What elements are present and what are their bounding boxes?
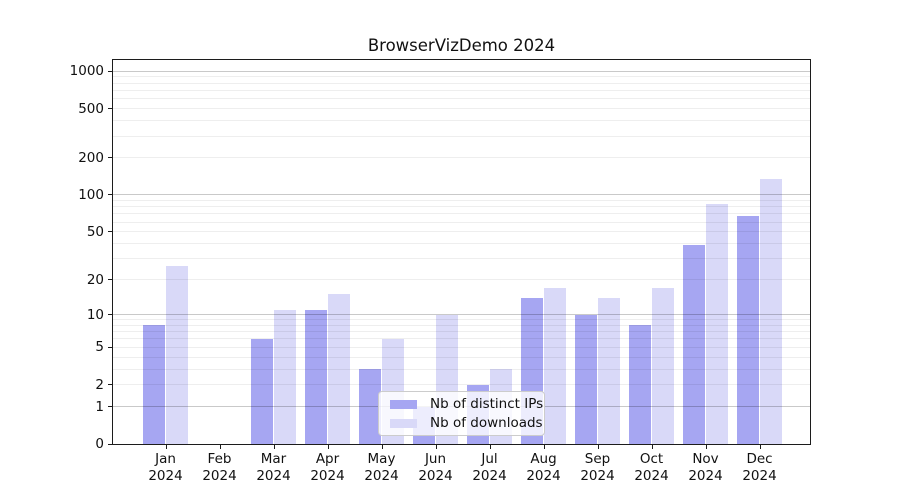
major-gridline-100 [113,194,810,196]
x-tick-mar [273,445,275,449]
x-tick-label-may: May 2024 [364,451,399,484]
x-tick-label-dec: Dec 2024 [742,451,777,484]
y-tick-0 [108,443,113,445]
legend-swatch-distinct-ips [390,399,417,409]
x-tick-label-mar: Mar 2024 [256,451,291,484]
y-tick-label-50: 50 [86,223,104,240]
y-tick-label-1: 1 [95,398,104,415]
bar-downloads-sep [598,297,620,444]
y-tick-200 [108,157,113,159]
y-tick-label-10: 10 [86,306,104,323]
bar-distinct-ips-jan [143,325,165,444]
minor-gridline-500 [113,108,810,109]
y-tick-20 [108,279,113,281]
bar-downloads-apr [328,294,350,444]
x-tick-label-sep: Sep 2024 [580,451,615,484]
plot-area [112,59,811,445]
minor-gridline-200 [113,157,810,159]
x-tick-label-nov: Nov 2024 [688,451,723,484]
x-tick-dec [759,445,761,449]
x-tick-jul [489,445,491,449]
x-tick-label-aug: Aug 2024 [526,451,561,484]
minor-gridline-700 [113,89,810,91]
y-tick-10 [108,314,113,316]
x-tick-label-jun: Jun 2024 [418,451,453,484]
y-tick-label-1000: 1000 [69,63,104,80]
legend-label-downloads: Nb of downloads [430,414,543,431]
x-tick-label-apr: Apr 2024 [310,451,345,484]
legend-item-downloads: Nb of downloads [390,414,544,431]
y-tick-label-200: 200 [78,149,104,166]
x-tick-may [381,445,383,449]
x-tick-jan [165,445,167,449]
y-tick-label-20: 20 [86,271,104,288]
minor-gridline-600 [113,98,810,100]
y-tick-1 [108,406,113,408]
bar-downloads-mar [274,309,296,444]
x-tick-sep [597,445,599,449]
y-tick-1000 [108,70,113,72]
bar-downloads-aug [544,288,566,444]
y-tick-label-5: 5 [95,339,104,356]
bar-downloads-nov [706,204,728,444]
y-tick-500 [108,108,113,109]
x-tick-feb [219,445,221,449]
minor-gridline-800 [113,82,810,84]
x-tick-nov [705,445,707,449]
bar-distinct-ips-apr [305,309,327,444]
y-tick-label-2: 2 [95,376,104,393]
x-tick-label-oct: Oct 2024 [634,451,669,484]
legend-label-distinct-ips: Nb of distinct IPs [430,395,544,412]
x-tick-label-jul: Jul 2024 [472,451,507,484]
x-tick-aug [543,445,545,449]
bar-distinct-ips-may [359,369,381,444]
minor-gridline-90 [113,200,810,202]
y-tick-label-100: 100 [78,186,104,203]
minor-gridline-900 [113,76,810,78]
bar-downloads-jan [166,266,188,444]
bar-downloads-oct [652,288,674,444]
y-tick-label-0: 0 [95,436,104,452]
chart-title: BrowserVizDemo 2024 [367,36,556,55]
bar-distinct-ips-sep [575,314,597,444]
minor-gridline-300 [113,135,810,137]
minor-gridline-400 [113,120,810,122]
major-gridline-1000 [113,70,810,72]
legend: Nb of distinct IPs Nb of downloads [378,391,545,436]
y-tick-100 [108,194,113,196]
x-tick-oct [651,445,653,449]
x-tick-apr [327,445,329,449]
y-tick-label-500: 500 [78,100,104,117]
x-tick-jun [435,445,437,449]
y-tick-5 [108,346,113,348]
bar-distinct-ips-oct [629,325,651,444]
x-tick-label-feb: Feb 2024 [202,451,237,484]
bar-distinct-ips-mar [251,338,273,444]
bar-distinct-ips-nov [683,244,705,444]
y-tick-50 [108,231,113,233]
y-tick-2 [108,384,113,386]
bar-distinct-ips-dec [737,215,759,444]
legend-swatch-downloads [390,418,417,428]
x-tick-label-jan: Jan 2024 [148,451,183,484]
legend-item-distinct-ips: Nb of distinct IPs [390,395,544,412]
bar-downloads-dec [760,178,782,444]
